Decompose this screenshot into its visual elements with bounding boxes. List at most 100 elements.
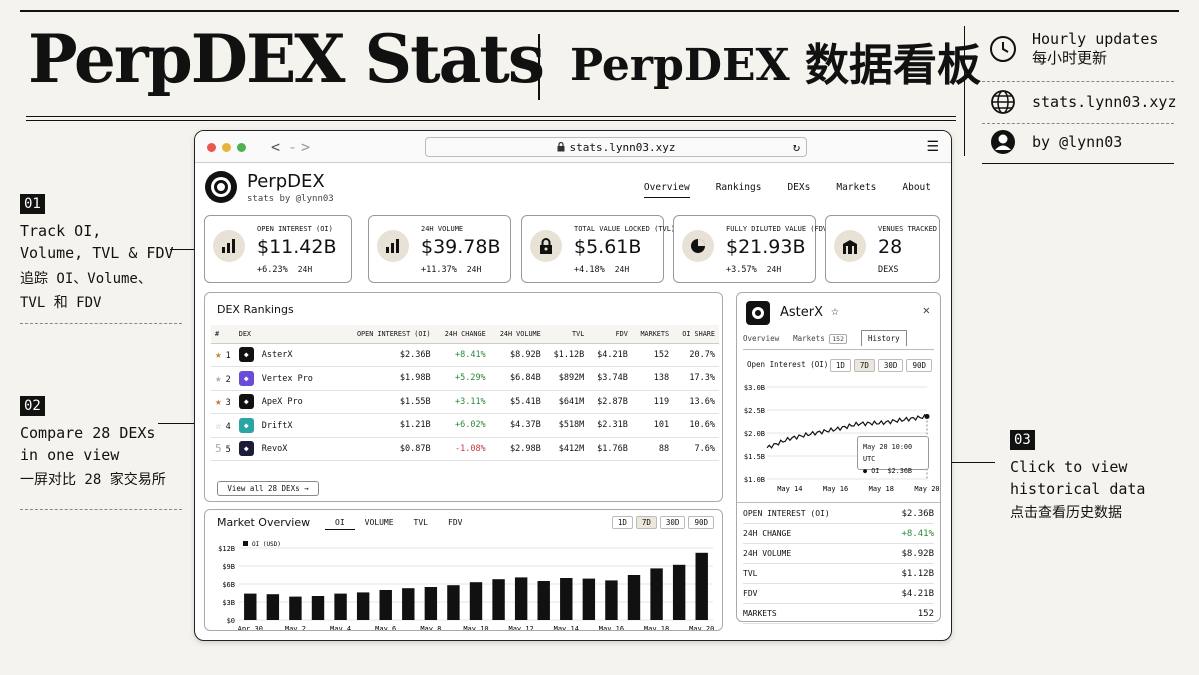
- rankings-title: DEX Rankings: [217, 303, 294, 316]
- dex-cell[interactable]: ◆ DriftX: [234, 413, 343, 438]
- range-90d[interactable]: 90D: [906, 359, 932, 372]
- table-row[interactable]: 5 5 ◆ RevoX $0.87B -1.08% $2.98B $412M $1.76B 88 7…: [211, 437, 719, 461]
- bar: [447, 585, 460, 620]
- dex-cell[interactable]: ◆ RevoX: [234, 437, 343, 461]
- metric-value: $5.61B: [574, 236, 642, 258]
- tab-overview[interactable]: Overview: [743, 333, 780, 343]
- nav-rankings[interactable]: Rankings: [715, 182, 762, 193]
- top-nav: Overview Rankings DEXs Markets About: [643, 182, 931, 198]
- favorite-star-icon[interactable]: ☆: [831, 304, 839, 319]
- tab-markets[interactable]: Markets 152: [793, 333, 847, 344]
- col-fdv[interactable]: FDV: [588, 325, 632, 344]
- dex-cell[interactable]: ◆ ApeX Pro: [234, 390, 343, 414]
- table-row[interactable]: ★ 3 ◆ ApeX Pro $1.55B +3.11% $5.41B $641M $2.87B…: [211, 390, 719, 414]
- col-tvl[interactable]: TVL: [544, 325, 589, 344]
- metric-period: 24H: [766, 265, 782, 274]
- col-oi[interactable]: OPEN INTEREST (OI): [342, 325, 435, 344]
- tab-history[interactable]: History: [861, 330, 907, 346]
- tabs-divider: [743, 349, 934, 350]
- dex-cell[interactable]: ◆ AsterX: [234, 343, 343, 367]
- table-row[interactable]: ★ 1 ◆ AsterX $2.36B +8.41% $8.92B $1.12B $4.21B 1…: [211, 343, 719, 367]
- bar: [695, 552, 708, 620]
- metric-card-volume[interactable]: 24H VOLUME $39.78B +11.37% 24H: [368, 215, 511, 283]
- forward-button[interactable]: >: [301, 138, 311, 156]
- tab-volume[interactable]: VOLUME: [364, 518, 394, 527]
- detail-tabs: Overview Markets 152 History: [743, 330, 907, 346]
- annotation-number: 01: [20, 194, 45, 214]
- stat-value: +8.41%: [901, 528, 934, 539]
- tab-oi[interactable]: OI: [325, 516, 355, 530]
- view-all-button[interactable]: View all 28 DEXs →: [217, 481, 319, 496]
- y-tick-label: $1.0B: [744, 476, 765, 484]
- back-button[interactable]: <: [271, 138, 281, 156]
- annotation-number: 02: [20, 396, 45, 416]
- col-dex[interactable]: DEX: [234, 325, 343, 344]
- markets-cell: 88: [631, 437, 674, 461]
- reload-icon[interactable]: ↻: [792, 140, 800, 154]
- minimize-window-button[interactable]: [222, 143, 231, 152]
- table-row[interactable]: ☆ 4 ◆ DriftX $1.21B +6.02% $4.37B $518M $2.31B 10…: [211, 413, 719, 438]
- table-row[interactable]: ★ 2 ◆ Vertex Pro $1.98B +5.29% $6.84B $892M $3.7…: [211, 366, 719, 391]
- bar: [650, 568, 663, 620]
- metric-value: $39.78B: [421, 236, 501, 258]
- browser-menu-icon[interactable]: ☰: [926, 139, 939, 155]
- address-bar[interactable]: stats.lynn03.xyz ↻: [425, 137, 807, 157]
- range-1d[interactable]: 1D: [829, 359, 851, 372]
- info-author: by @lynn03: [988, 127, 1122, 157]
- col-share[interactable]: OI SHARE: [673, 325, 719, 344]
- leader-line-03: [935, 462, 995, 463]
- range-90d[interactable]: 90D: [688, 516, 714, 529]
- close-icon[interactable]: ✕: [922, 303, 930, 317]
- col-markets[interactable]: MARKETS: [631, 325, 674, 344]
- maximize-window-button[interactable]: [237, 143, 246, 152]
- dex-cell[interactable]: ◆ Vertex Pro: [234, 366, 343, 391]
- rank-number: 4: [225, 421, 231, 432]
- x-tick-label: May 2: [285, 625, 306, 630]
- fdv-cell: $3.74B: [588, 366, 632, 391]
- metric-card-tvl[interactable]: TOTAL VALUE LOCKED (TVL) $5.61B +4.18% 24…: [521, 215, 675, 283]
- favorite-star-icon[interactable]: ★: [215, 395, 222, 409]
- annotation-number: 03: [1010, 430, 1035, 450]
- tab-fdv[interactable]: FDV: [448, 518, 463, 527]
- metric-card-venues[interactable]: VENUES TRACKED 28 DEXS: [825, 215, 940, 283]
- stat-label: TVL: [743, 569, 758, 578]
- stat-label: 24H VOLUME: [743, 549, 792, 558]
- nav-overview[interactable]: Overview: [643, 182, 690, 198]
- annotation-en: Track OI, Volume, TVL & FDV: [20, 222, 174, 262]
- close-window-button[interactable]: [207, 143, 216, 152]
- rank-number: 5: [225, 445, 231, 456]
- metric-card-fdv[interactable]: FULLY DILUTED VALUE (FDV) $21.93B +3.57%…: [673, 215, 831, 283]
- range-7d[interactable]: 7D: [635, 516, 657, 529]
- tab-tvl[interactable]: TVL: [413, 518, 428, 527]
- tvl-cell: $1.12B: [544, 343, 589, 367]
- range-1d[interactable]: 1D: [611, 516, 633, 529]
- range-30d[interactable]: 30D: [877, 359, 904, 372]
- nav-markets[interactable]: Markets: [836, 182, 877, 193]
- info-site[interactable]: stats.lynn03.xyz: [988, 87, 1177, 117]
- bar-chart-icon: [213, 230, 245, 262]
- nav-about[interactable]: About: [902, 182, 931, 193]
- metric-card-oi[interactable]: OPEN INTEREST (OI) $11.42B +6.23% 24H: [204, 215, 352, 283]
- favorite-star-icon[interactable]: ★: [215, 371, 222, 385]
- range-30d[interactable]: 30D: [659, 516, 686, 529]
- dex-name: Vertex Pro: [261, 373, 313, 384]
- col-rank[interactable]: #: [211, 325, 235, 344]
- col-change[interactable]: 24H CHANGE: [434, 325, 490, 344]
- tvl-cell: $641M: [544, 390, 589, 414]
- col-volume[interactable]: 24H VOLUME: [489, 325, 545, 344]
- stat-label: OPEN INTEREST (OI): [743, 509, 830, 518]
- share-cell: 17.3%: [673, 366, 719, 391]
- share-cell: 7.6%: [673, 437, 719, 461]
- favorite-star-icon[interactable]: ★: [215, 348, 222, 362]
- favorite-star-icon[interactable]: 5: [215, 442, 222, 456]
- range-7d[interactable]: 7D: [853, 359, 875, 372]
- site-link[interactable]: stats.lynn03.xyz: [1032, 93, 1177, 111]
- favorite-star-icon[interactable]: ☆: [215, 418, 222, 432]
- bar: [424, 587, 438, 620]
- stat-value: $2.36B: [901, 508, 934, 519]
- address-text: stats.lynn03.xyz: [569, 140, 676, 154]
- metric-change: +11.37% 24H: [421, 265, 481, 275]
- nav-dexs[interactable]: DEXs: [787, 182, 811, 193]
- x-tick-label: May 18: [869, 485, 894, 493]
- annotation-rule: [20, 509, 182, 510]
